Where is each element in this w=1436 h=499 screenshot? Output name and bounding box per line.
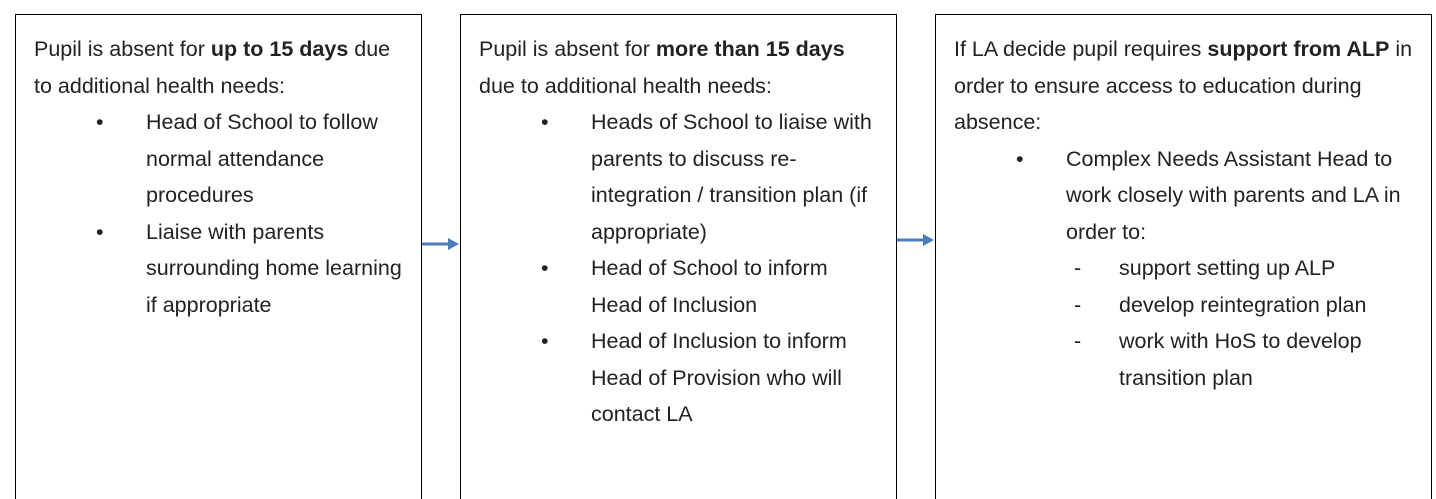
box: Pupil is absent for more than 15 days du…: [460, 14, 897, 499]
bold-text: support from ALP: [1207, 37, 1390, 61]
text: in order to ensure access to education d…: [954, 37, 1413, 134]
box: Pupil is absent for up to 15 days due to…: [15, 14, 422, 499]
bullet: Heads of School to liaise with parents t…: [479, 104, 882, 250]
box-intro: If LA decide pupil requires support from…: [954, 31, 1417, 141]
sub-item: develop reintegration plan: [954, 287, 1417, 324]
bullet: Liaise with parents surrounding home lea…: [34, 214, 407, 324]
sub-item: work with HoS to develop transition plan: [954, 323, 1417, 396]
sub-item: support setting up ALP: [954, 250, 1417, 287]
box: If LA decide pupil requires support from…: [935, 14, 1432, 499]
text: Complex Needs Assistant Head to work clo…: [1066, 146, 1401, 244]
bullet: Head of Inclusion to inform Head of Prov…: [479, 323, 882, 433]
box-intro: Pupil is absent for up to 15 days due to…: [34, 31, 407, 104]
text: If LA decide pupil requires: [954, 37, 1208, 61]
text: due to additional health needs:: [479, 73, 772, 98]
arrow-head: [448, 238, 459, 250]
arrow: [897, 234, 934, 246]
arrow-head: [923, 234, 934, 246]
text: Pupil is absent for: [479, 37, 656, 61]
box-intro: Pupil is absent for more than 15 days du…: [479, 31, 882, 104]
bullet: Head of School to follow normal attendan…: [34, 104, 407, 214]
bullet: Complex Needs Assistant Head to work clo…: [954, 141, 1417, 397]
bold-text: up to 15 days: [210, 37, 349, 61]
bold-text: more than 15 days: [655, 37, 845, 61]
bullet: Head of School to inform Head of Inclusi…: [479, 250, 882, 323]
text: due to additional health needs:: [34, 37, 391, 98]
text: Pupil is absent for: [34, 37, 211, 61]
arrow: [422, 238, 459, 250]
